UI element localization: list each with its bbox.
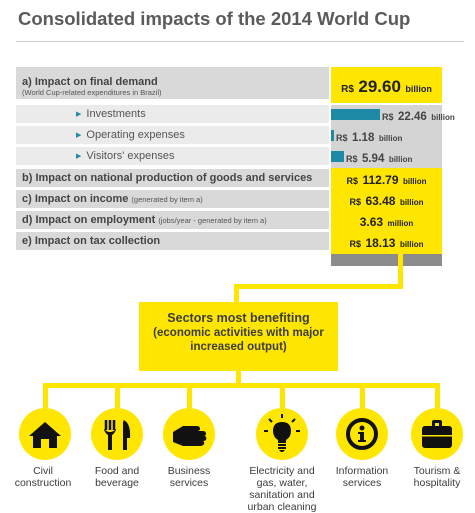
operating-expenses-value: R$ 1.18 billion	[336, 132, 403, 144]
tax-value: R$ 18.13 billion	[349, 236, 424, 250]
row-investments-label: Investments	[86, 108, 146, 120]
sector-information-services	[336, 408, 388, 460]
sector-utilities	[256, 408, 308, 460]
bar-visitors-expenses	[331, 151, 344, 162]
investments-value: R$ 22.46 billion	[382, 111, 455, 123]
row-employment: d) Impact on employment (jobs/year - gen…	[16, 211, 329, 229]
row-final-demand: a) Impact on final demand (World Cup-rel…	[16, 67, 329, 99]
hand-icon	[173, 426, 207, 446]
row-production-label: b) Impact on national production of good…	[22, 172, 313, 184]
connector-sector-2	[115, 383, 120, 408]
connector-sector-5	[360, 383, 365, 408]
row-tax-label: e) Impact on tax collection	[22, 235, 161, 247]
row-visitors-expenses: ▶ Visitors' expenses	[16, 147, 329, 165]
connector-sector-6	[435, 383, 440, 408]
caption-civil-construction: Civil construction	[14, 465, 72, 489]
visitors-expenses-value: R$ 5.94 billion	[346, 153, 413, 165]
impacts-value-column	[331, 168, 442, 254]
connector-sector-1	[43, 383, 48, 408]
triangle-icon: ▶	[76, 153, 82, 160]
page-title: Consolidated impacts of the 2014 World C…	[18, 8, 411, 29]
row-employment-label: d) Impact on employment	[22, 214, 156, 226]
row-employment-note: (jobs/year - generated by item a)	[158, 216, 267, 225]
caption-information-services: Information services	[335, 465, 389, 489]
triangle-icon: ▶	[76, 132, 82, 139]
row-operating-expenses: ▶ Operating expenses	[16, 126, 329, 144]
triangle-icon: ▶	[76, 111, 82, 118]
caption-business-services: Business services	[167, 465, 211, 489]
sectors-box-title: Sectors most benefiting	[167, 311, 310, 325]
value-column-footer	[331, 254, 442, 266]
row-operating-label: Operating expenses	[86, 129, 185, 141]
info-icon	[346, 418, 378, 450]
row-income-label: c) Impact on income	[22, 193, 129, 205]
final-demand-value: R$ 29.60 billion	[341, 77, 432, 96]
caption-tourism-hospitality: Tourism & hospitality	[413, 465, 461, 489]
row-final-demand-note: (World Cup-related expenditures in Brazi…	[22, 88, 162, 97]
house-icon	[29, 422, 61, 448]
row-tax: e) Impact on tax collection	[16, 232, 329, 250]
row-investments: ▶ Investments	[16, 105, 329, 123]
production-value: R$ 112.79 billion	[346, 173, 427, 187]
connector-sector-3	[187, 383, 192, 408]
fork-knife-icon	[104, 420, 131, 450]
caption-utilities: Electricity and gas, water, sanitation and…	[247, 465, 317, 513]
connector-to-sectors	[234, 284, 239, 303]
sectors-box-line3: increased output)	[190, 341, 287, 353]
light-bulb-icon	[264, 414, 300, 452]
connector-down	[236, 371, 241, 385]
employment-value: 3.63 million	[359, 215, 414, 229]
row-income-note: (generated by item a)	[131, 195, 203, 204]
row-production: b) Impact on national production of good…	[16, 169, 329, 187]
sectors-box-line2: (economic activities with major	[153, 326, 324, 339]
suitcase-icon	[422, 420, 452, 448]
sector-tourism-hospitality	[411, 408, 463, 460]
sectors-bus	[43, 383, 440, 388]
sector-civil-construction	[19, 408, 71, 460]
income-value: R$ 63.48 billion	[349, 194, 424, 208]
title-divider	[16, 41, 464, 42]
bar-operating-expenses	[331, 130, 334, 141]
caption-food-beverage: Food and beverage	[94, 465, 140, 489]
connector-sector-4	[280, 383, 285, 408]
sectors-box: Sectors most benefiting (economic activi…	[139, 302, 338, 371]
connector-horizontal	[234, 284, 403, 289]
bar-investments	[331, 109, 380, 120]
sector-food-beverage	[91, 408, 143, 460]
row-visitors-label: Visitors' expenses	[86, 150, 175, 162]
row-income: c) Impact on income (generated by item a…	[16, 190, 329, 208]
row-final-demand-label: a) Impact on final demand	[22, 76, 158, 88]
sector-business-services	[163, 408, 215, 460]
final-demand-value-cell	[331, 67, 442, 103]
connector-vertical	[398, 254, 403, 287]
